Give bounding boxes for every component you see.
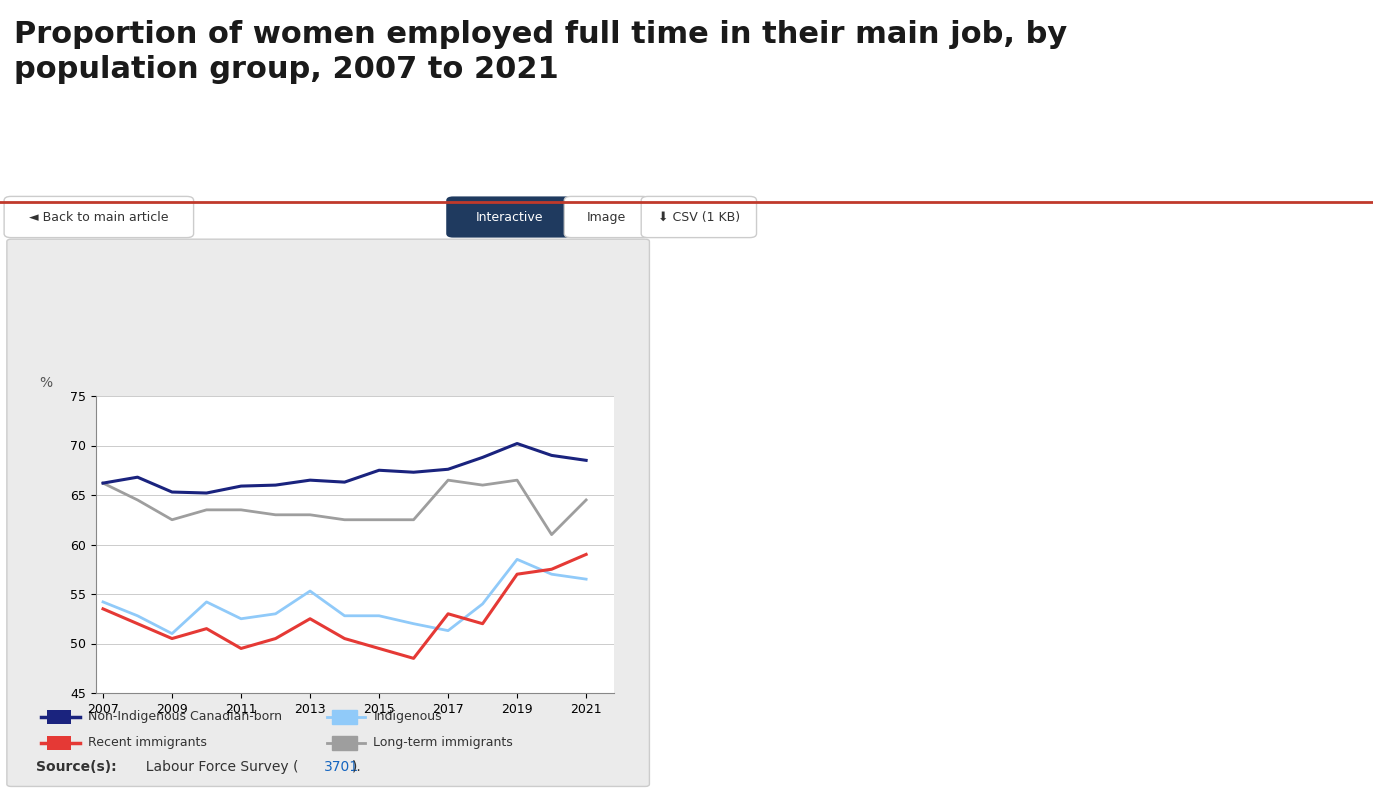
Text: Long-term immigrants: Long-term immigrants [373, 737, 514, 749]
Text: Proportion of women employed full time in their main job, by
population group, 2: Proportion of women employed full time i… [14, 20, 1067, 83]
FancyBboxPatch shape [7, 239, 649, 786]
Bar [332, 710, 357, 724]
Text: Image: Image [588, 211, 626, 223]
FancyBboxPatch shape [641, 196, 757, 238]
Text: Recent immigrants: Recent immigrants [88, 737, 207, 749]
Text: ◄ Back to main article: ◄ Back to main article [29, 211, 169, 223]
Text: Interactive: Interactive [475, 211, 544, 223]
Text: Source(s):: Source(s): [36, 760, 117, 774]
Text: ).: ). [351, 760, 361, 774]
Text: Indigenous: Indigenous [373, 710, 442, 723]
FancyBboxPatch shape [446, 196, 573, 238]
Text: %: % [40, 376, 52, 390]
Text: Labour Force Survey (: Labour Force Survey ( [137, 760, 299, 774]
Bar [332, 736, 357, 750]
Text: Non-Indigenous Canadian-born: Non-Indigenous Canadian-born [88, 710, 281, 723]
FancyBboxPatch shape [564, 196, 649, 238]
Bar [47, 710, 71, 724]
Text: 3701: 3701 [324, 760, 360, 774]
FancyBboxPatch shape [4, 196, 194, 238]
Text: ⬇ CSV (1 KB): ⬇ CSV (1 KB) [658, 211, 740, 223]
Bar [47, 736, 71, 750]
